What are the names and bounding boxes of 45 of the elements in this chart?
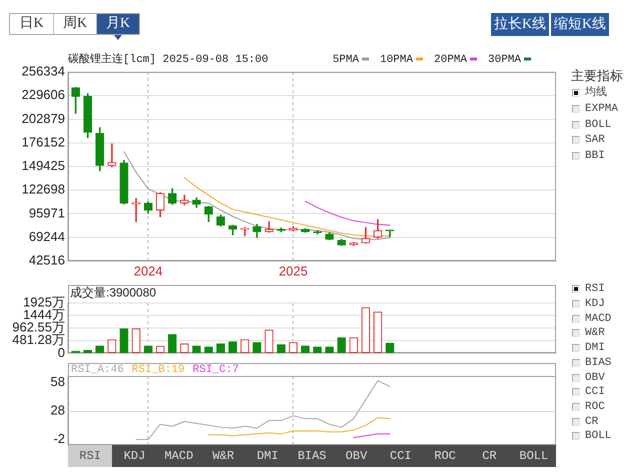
y-tick-label: 28	[50, 402, 65, 418]
text: BIAS	[585, 356, 612, 370]
text: MACD	[585, 312, 612, 326]
legend-label: 10PMA	[380, 54, 414, 66]
x-tick-label: 2024	[134, 263, 163, 278]
chart-title: 成交量:3900080	[70, 285, 156, 300]
y-tick-label: 256334	[22, 64, 65, 79]
legend-label: 5PMA	[332, 54, 360, 66]
y-tick-label: 149425	[22, 158, 65, 174]
y-tick-label: 95971	[28, 205, 65, 220]
text: RSI_B:19	[132, 364, 185, 376]
y-tick-label: 42516	[28, 252, 65, 268]
text: W&R	[585, 326, 605, 340]
text: EXPMA	[585, 102, 618, 116]
text: BOLL	[585, 118, 612, 132]
text: CR	[585, 414, 598, 429]
text: SAR	[585, 133, 605, 148]
y-tick-label: 202879	[22, 110, 65, 126]
y-tick-label: 1925万	[23, 294, 65, 310]
text: BOLL	[585, 429, 612, 444]
legend-label: 20PMA	[434, 54, 468, 66]
text: RSI	[585, 282, 605, 296]
text: 均线	[585, 86, 607, 100]
legend-label: 30PMA	[488, 54, 522, 66]
y-tick-label: 962.55万	[12, 320, 65, 335]
text: CCI	[585, 385, 605, 400]
y-tick-label: -2	[53, 431, 65, 446]
text: OBV	[585, 370, 605, 384]
text: ROC	[585, 400, 605, 414]
text: 主要指标	[571, 68, 623, 83]
y-tick-label: 176152	[22, 134, 65, 150]
text: BBI	[585, 148, 605, 163]
y-tick-label: 69244	[28, 228, 65, 244]
y-tick-label: 1444万	[23, 307, 65, 322]
chart-title: 碳酸锂主连[lcm] 2025-09-08 15:00	[67, 52, 268, 66]
text: KDJ	[585, 297, 605, 311]
y-tick-label: 0	[58, 344, 65, 360]
y-tick-label: 122698	[22, 182, 65, 197]
y-tick-label: 58	[50, 374, 65, 390]
text: RSI_A:46	[71, 364, 124, 376]
x-tick-label: 2025	[278, 263, 308, 278]
text: RSI_C:7	[192, 364, 239, 376]
y-tick-label: 229606	[22, 87, 65, 102]
text: DMI	[585, 341, 605, 356]
y-tick-label: 481.28万	[12, 332, 65, 348]
